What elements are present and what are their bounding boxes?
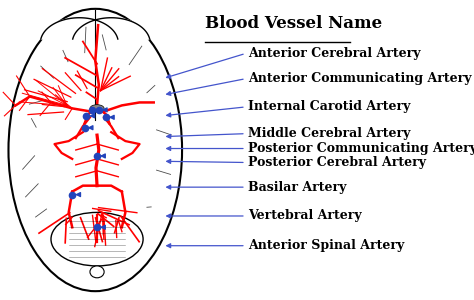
Ellipse shape bbox=[90, 105, 104, 112]
Text: Anterior Spinal Artery: Anterior Spinal Artery bbox=[247, 239, 404, 252]
Polygon shape bbox=[73, 18, 150, 39]
Ellipse shape bbox=[51, 212, 143, 266]
Ellipse shape bbox=[9, 9, 182, 291]
Ellipse shape bbox=[90, 266, 104, 278]
Text: Anterior Cerebral Artery: Anterior Cerebral Artery bbox=[247, 47, 420, 60]
Text: Posterior Communicating Artery: Posterior Communicating Artery bbox=[247, 142, 474, 155]
Text: Middle Cerebral Artery: Middle Cerebral Artery bbox=[247, 127, 410, 140]
Polygon shape bbox=[41, 18, 118, 39]
Text: Internal Carotid Artery: Internal Carotid Artery bbox=[247, 100, 410, 113]
Text: Basilar Artery: Basilar Artery bbox=[247, 181, 346, 194]
Text: Vertebral Artery: Vertebral Artery bbox=[247, 209, 361, 223]
Text: Posterior Cerebral Artery: Posterior Cerebral Artery bbox=[247, 156, 426, 169]
Text: Anterior Communicating Artery: Anterior Communicating Artery bbox=[247, 72, 471, 85]
Text: Blood Vessel Name: Blood Vessel Name bbox=[205, 15, 382, 32]
